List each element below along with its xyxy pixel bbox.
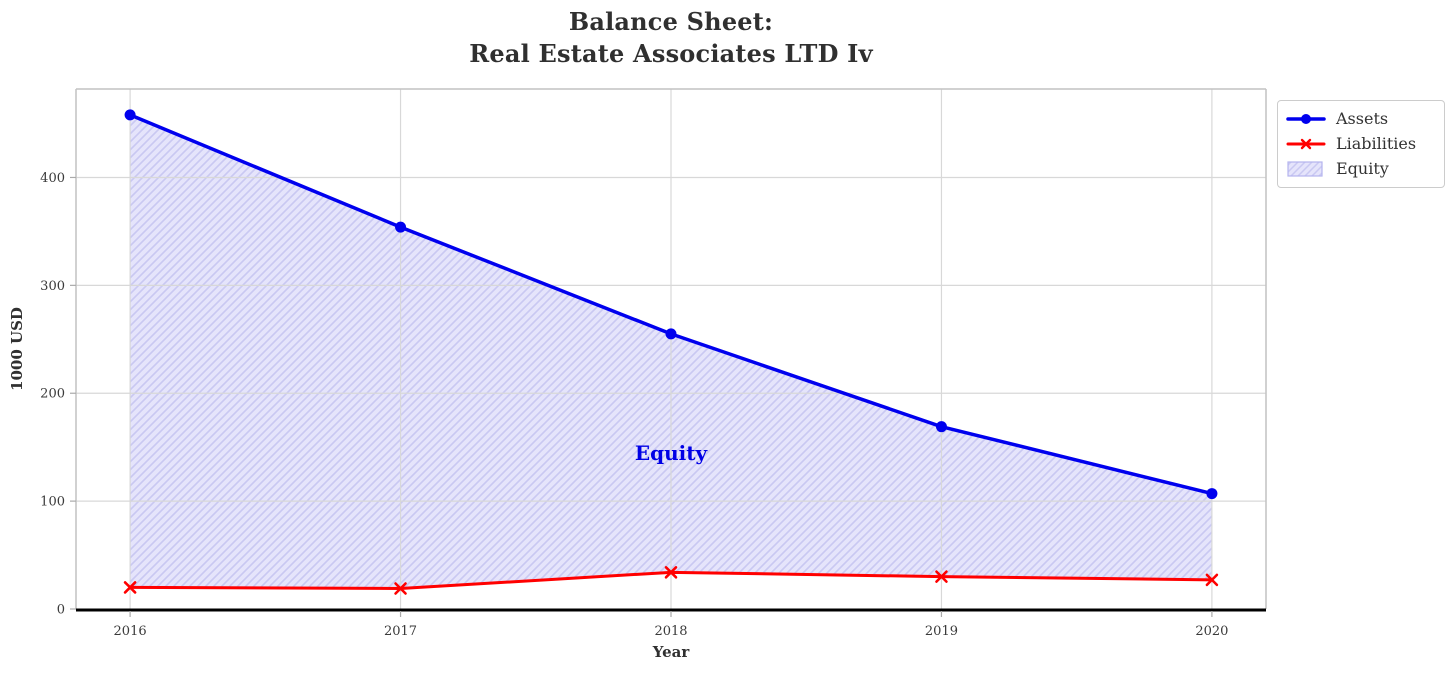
y-axis-label: 1000 USD bbox=[8, 307, 26, 391]
chart-title-line1: Balance Sheet: bbox=[568, 7, 774, 36]
tick-labels: 2016 2017 2018 2019 2020 0 100 200 300 400 bbox=[40, 171, 1228, 639]
legend-item-assets: Assets bbox=[1286, 109, 1432, 129]
legend: Assets Liabilities Equity bbox=[1277, 100, 1445, 188]
x-axis-label: Year bbox=[652, 643, 690, 661]
equity-annotation: Equity bbox=[634, 441, 708, 466]
assets-line-icon bbox=[1286, 110, 1326, 128]
legend-label-equity: Equity bbox=[1336, 159, 1389, 178]
chart-title: Balance Sheet: Real Estate Associates LT… bbox=[76, 6, 1266, 70]
y-tick-label: 200 bbox=[40, 387, 65, 402]
assets-markers bbox=[124, 109, 1218, 500]
y-tick-label: 0 bbox=[57, 603, 65, 618]
x-tick-label: 2020 bbox=[1195, 624, 1228, 639]
legend-item-equity: Equity bbox=[1286, 159, 1432, 179]
x-tick-label: 2019 bbox=[925, 624, 958, 639]
legend-label-assets: Assets bbox=[1336, 109, 1389, 128]
axes-spines bbox=[75, 88, 1267, 609]
tick-marks bbox=[70, 176, 1213, 617]
equity-hatch-swatch-icon bbox=[1286, 160, 1326, 178]
liabilities-line-icon bbox=[1286, 135, 1326, 153]
y-tick-label: 300 bbox=[40, 279, 65, 294]
y-tick-label: 400 bbox=[40, 171, 65, 186]
chart-title-line2: Real Estate Associates LTD Iv bbox=[469, 39, 873, 68]
x-tick-label: 2016 bbox=[114, 624, 147, 639]
x-tick-label: 2018 bbox=[654, 624, 687, 639]
y-tick-label: 100 bbox=[40, 495, 65, 510]
gridlines bbox=[76, 89, 1266, 609]
liabilities-markers bbox=[123, 566, 1219, 595]
legend-item-liabilities: Liabilities bbox=[1286, 134, 1432, 154]
x-tick-label: 2017 bbox=[384, 624, 417, 639]
legend-label-liabilities: Liabilities bbox=[1336, 134, 1417, 153]
